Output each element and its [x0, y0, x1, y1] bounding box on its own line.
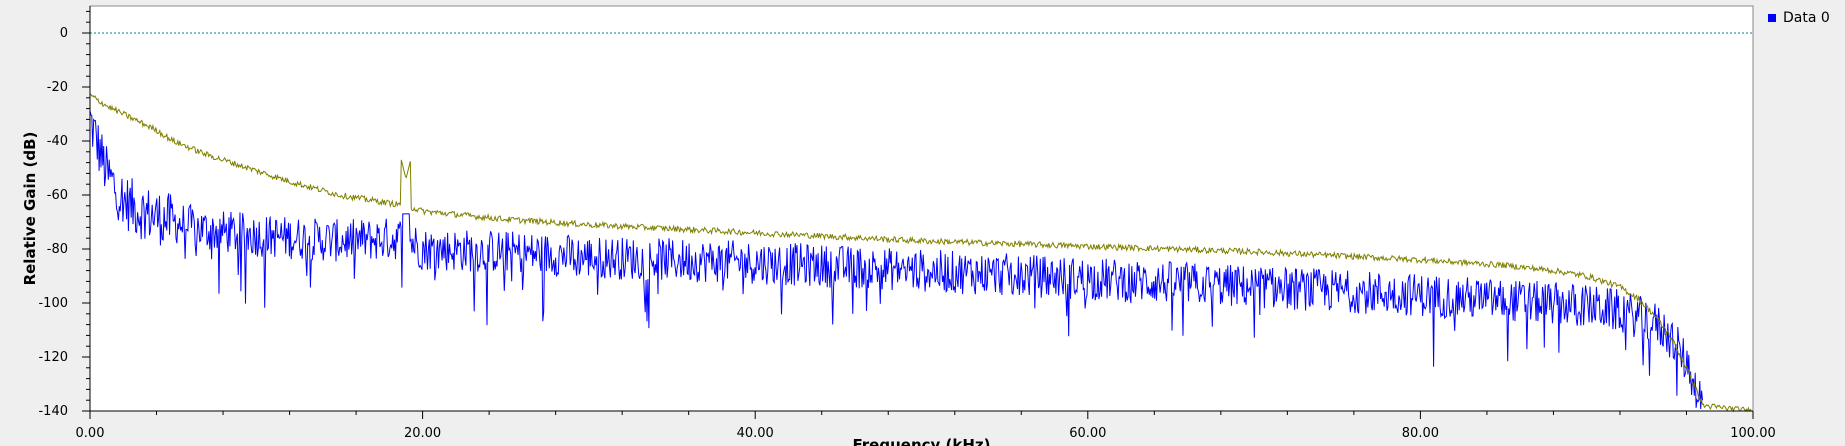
y-tick-label: -60	[47, 188, 68, 203]
x-tick-label: 80.00	[1402, 426, 1439, 441]
y-tick-label: -120	[38, 350, 68, 365]
y-tick-label: -140	[38, 404, 68, 419]
x-tick-label: 100.00	[1730, 426, 1776, 441]
y-tick-label: 0	[60, 26, 68, 41]
x-tick-label: 0.00	[76, 426, 105, 441]
y-tick-label: -80	[47, 242, 68, 257]
legend-label-data-0: Data 0	[1783, 10, 1830, 26]
plot-area[interactable]	[89, 5, 1754, 412]
y-tick-label: -100	[38, 296, 68, 311]
x-tick-label: 20.00	[404, 426, 441, 441]
x-tick-label: 40.00	[737, 426, 774, 441]
y-tick-label: -20	[47, 80, 68, 95]
legend-swatch-data-0	[1768, 14, 1776, 22]
x-tick-label: 60.00	[1069, 426, 1106, 441]
series-line-0	[89, 110, 1703, 410]
y-axis-label: Relative Gain (dB)	[21, 132, 39, 286]
y-tick-label: -40	[47, 134, 68, 149]
series-layer	[89, 93, 1753, 413]
series-line-1	[89, 93, 1753, 413]
x-axis-label: Frequency (kHz)	[853, 436, 991, 446]
legend: Data 0	[1768, 10, 1830, 26]
axis-layer: 0 -20 -40 -60 -80 -100 -120 -140 0.00 20.00 40.00 6…	[38, 6, 1776, 441]
